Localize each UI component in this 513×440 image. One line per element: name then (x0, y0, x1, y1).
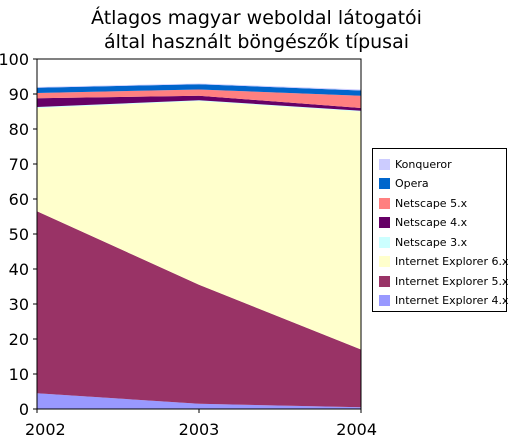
legend-item: Netscape 5.x (379, 196, 467, 210)
legend-label: Netscape 4.x (395, 216, 468, 229)
x-tick-label: 2002 (25, 420, 66, 439)
legend-item: Konqueror (379, 157, 452, 171)
legend-item: Internet Explorer 5.x (379, 274, 508, 288)
legend-item: Internet Explorer 4.x (379, 294, 508, 308)
legend-swatch (379, 197, 390, 209)
legend-label: Netscape 5.x (395, 196, 468, 210)
area-series-netscape-5-x (37, 89, 361, 108)
y-tick-label: 30 (9, 295, 29, 314)
y-tick-label: 20 (9, 330, 29, 349)
legend-swatch (379, 158, 390, 170)
y-tick-label: 50 (9, 225, 29, 244)
y-tick-label: 60 (9, 190, 29, 209)
y-tick-label: 90 (9, 85, 29, 104)
y-tick-label: 100 (0, 50, 29, 69)
area-series-opera (37, 84, 361, 96)
chart-title-line-1: Átlagos magyar weboldal látogatói (91, 7, 422, 29)
y-tick-label: 80 (9, 120, 29, 139)
legend-item: Netscape 3.x (379, 235, 467, 249)
legend-label: Internet Explorer 5.x (395, 274, 509, 288)
area-series-internet-explorer-6-x (37, 101, 361, 350)
legend-swatch (379, 217, 390, 228)
legend-item: Opera (379, 177, 429, 191)
legend-label: Opera (395, 177, 429, 190)
legend-label: Netscape 3.x (395, 235, 468, 249)
y-tick-label: 40 (9, 260, 29, 279)
area-series-konqueror (37, 83, 361, 91)
legend-item: Netscape 4.x (379, 216, 467, 230)
y-tick-label: 0 (19, 400, 29, 419)
legend-swatch (379, 275, 390, 287)
legend-label: Internet Explorer 4.x (395, 294, 509, 307)
x-tick-label: 2004 (336, 420, 377, 439)
legend-item: Internet Explorer 6.x (379, 255, 508, 269)
chart-title-line-2: által használt böngészők típusai (103, 31, 409, 53)
legend-label: Konqueror (395, 157, 452, 171)
x-tick-label: 2003 (179, 420, 220, 439)
area-series-netscape-4-x (37, 95, 361, 111)
legend-label: Internet Explorer 6.x (395, 255, 509, 268)
y-tick-label: 70 (9, 155, 29, 174)
area-series-internet-explorer-5-x (37, 211, 361, 408)
legend-swatch (379, 178, 390, 189)
chart-legend: Konqueror Opera Netscape 5.x Netscape 4.x Ne… (372, 148, 508, 312)
legend-swatch (379, 256, 390, 267)
area-series-internet-explorer-4-x (37, 393, 361, 409)
y-tick-label: 10 (9, 365, 29, 384)
legend-swatch (379, 295, 390, 306)
legend-swatch (379, 236, 390, 248)
